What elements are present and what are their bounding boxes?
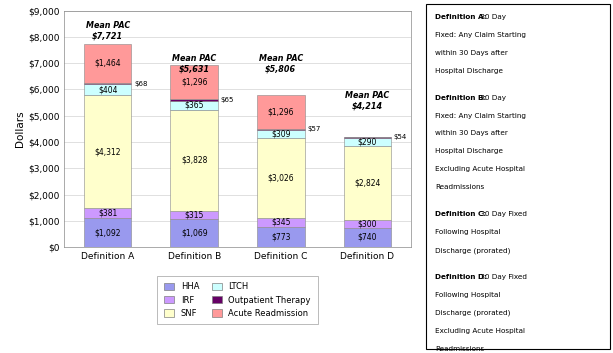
Text: within 30 Days after: within 30 Days after: [435, 131, 508, 137]
Text: $1,092: $1,092: [94, 228, 121, 237]
Text: $2,824: $2,824: [354, 178, 381, 187]
Text: $381: $381: [98, 209, 117, 218]
Text: $365: $365: [185, 101, 204, 110]
Bar: [84, 44, 131, 83]
Text: $68: $68: [134, 80, 148, 86]
Bar: [170, 219, 218, 247]
Text: Mean PAC
$7,721: Mean PAC $7,721: [86, 22, 130, 41]
Text: Discharge (prorated): Discharge (prorated): [435, 310, 511, 316]
Bar: [170, 99, 218, 101]
Text: 30 Day Fixed: 30 Day Fixed: [478, 211, 527, 217]
Text: $404: $404: [98, 85, 118, 94]
Text: Definition C:: Definition C:: [435, 211, 487, 217]
Text: Discharge (prorated): Discharge (prorated): [435, 247, 511, 253]
Text: $3,828: $3,828: [181, 156, 207, 165]
Text: $290: $290: [358, 137, 377, 146]
Text: within 30 Days after: within 30 Days after: [435, 50, 508, 56]
Text: $3,026: $3,026: [267, 173, 294, 183]
Text: Definition B:: Definition B:: [435, 95, 487, 101]
Text: Readmissions: Readmissions: [435, 346, 484, 352]
Bar: [170, 110, 218, 211]
Text: Readmissions: Readmissions: [435, 185, 484, 191]
Text: $773: $773: [271, 232, 291, 241]
Text: $4,312: $4,312: [94, 147, 121, 156]
FancyBboxPatch shape: [426, 4, 610, 349]
Bar: [257, 130, 305, 138]
Bar: [257, 128, 305, 130]
Bar: [84, 95, 131, 208]
Text: Mean PAC
$5,806: Mean PAC $5,806: [259, 54, 303, 74]
Bar: [170, 211, 218, 219]
Text: $1,296: $1,296: [268, 107, 294, 116]
Text: $345: $345: [271, 218, 291, 227]
Text: 30 Day: 30 Day: [478, 14, 506, 20]
Text: Fixed: Any Claim Starting: Fixed: Any Claim Starting: [435, 32, 526, 38]
Bar: [344, 220, 391, 228]
Bar: [344, 228, 391, 247]
Legend: HHA, IRF, SNF, LTCH, Outpatient Therapy, Acute Readmission: HHA, IRF, SNF, LTCH, Outpatient Therapy,…: [158, 276, 318, 324]
Text: Definition A:: Definition A:: [435, 14, 487, 20]
Text: $1,464: $1,464: [94, 59, 121, 68]
Bar: [84, 83, 131, 84]
Bar: [257, 95, 305, 128]
Text: $54: $54: [394, 134, 407, 140]
Text: Hospital Discharge: Hospital Discharge: [435, 68, 503, 74]
Text: $65: $65: [221, 97, 234, 103]
Bar: [257, 138, 305, 218]
Text: $1,296: $1,296: [181, 77, 207, 86]
Bar: [257, 218, 305, 227]
Bar: [344, 145, 391, 220]
Text: Mean PAC
$5,631: Mean PAC $5,631: [172, 54, 216, 74]
Text: $315: $315: [185, 210, 204, 219]
Text: Excluding Acute Hospital: Excluding Acute Hospital: [435, 328, 525, 334]
Text: Definition D:: Definition D:: [435, 274, 487, 280]
Text: $57: $57: [307, 126, 321, 132]
Text: $300: $300: [357, 219, 377, 228]
Bar: [344, 138, 391, 145]
Bar: [84, 208, 131, 219]
Text: 30 Day: 30 Day: [478, 95, 506, 101]
Text: Fixed: Any Claim Starting: Fixed: Any Claim Starting: [435, 113, 526, 119]
Text: Hospital Discharge: Hospital Discharge: [435, 149, 503, 155]
Text: Excluding Acute Hospital: Excluding Acute Hospital: [435, 167, 525, 173]
Bar: [344, 137, 391, 138]
Text: Mean PAC
$4,214: Mean PAC $4,214: [345, 91, 389, 110]
Y-axis label: Dollars: Dollars: [15, 110, 25, 147]
Text: $309: $309: [271, 130, 291, 139]
Text: Following Hospital: Following Hospital: [435, 229, 501, 235]
Bar: [257, 227, 305, 247]
Bar: [170, 65, 218, 99]
Text: $740: $740: [357, 233, 377, 242]
Bar: [84, 84, 131, 95]
Text: Following Hospital: Following Hospital: [435, 292, 501, 298]
Bar: [84, 219, 131, 247]
Bar: [170, 101, 218, 110]
Text: $1,069: $1,069: [181, 228, 208, 238]
Text: 30 Day Fixed: 30 Day Fixed: [478, 274, 527, 280]
